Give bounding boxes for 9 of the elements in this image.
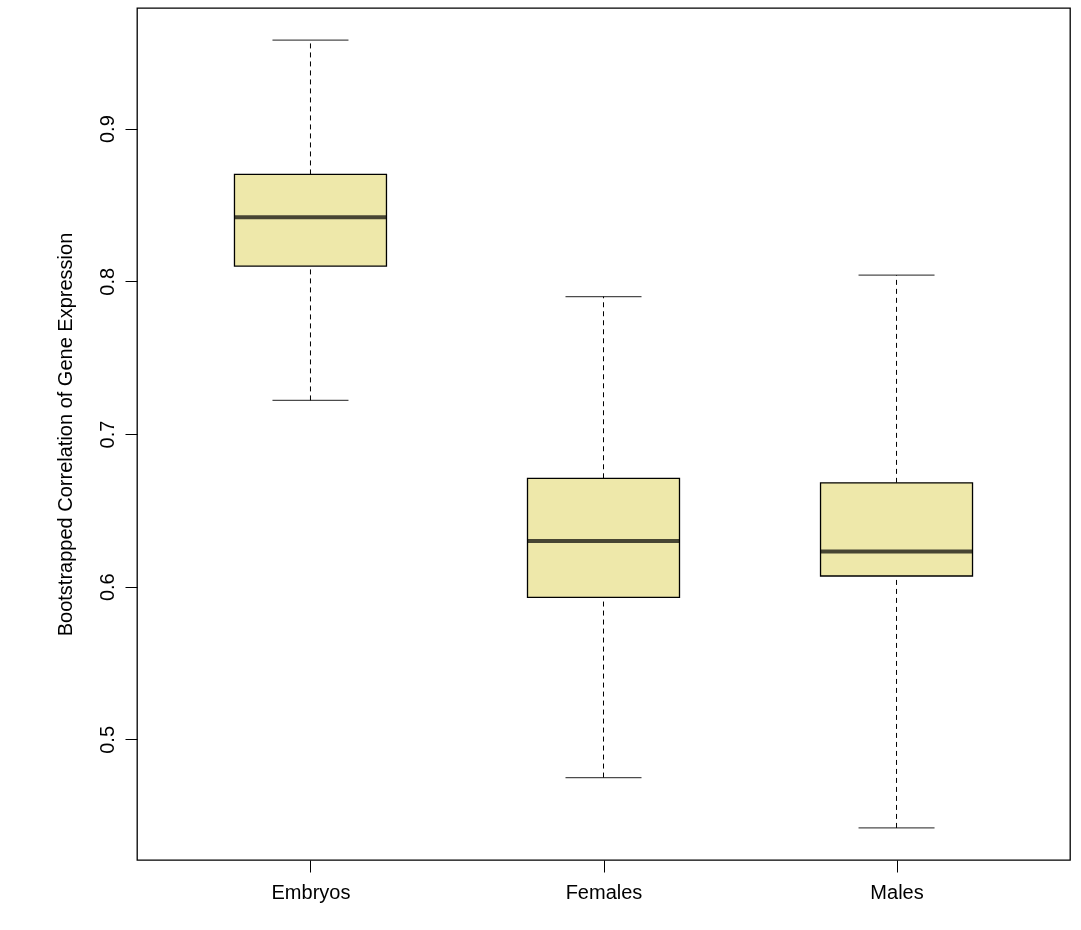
y-tick-label: 0.9 — [95, 115, 118, 144]
x-tick-label: Females — [565, 880, 643, 903]
y-axis-title: Bootstrapped Correlation of Gene Expression — [53, 232, 76, 637]
y-tick-label: 0.7 — [95, 420, 118, 449]
x-tick-label: Males — [870, 880, 924, 903]
y-tick-label: 0.5 — [95, 725, 118, 754]
x-tick-label: Embryos — [271, 880, 351, 903]
y-tick-label: 0.8 — [95, 267, 118, 296]
y-tick-label: 0.6 — [95, 573, 118, 602]
